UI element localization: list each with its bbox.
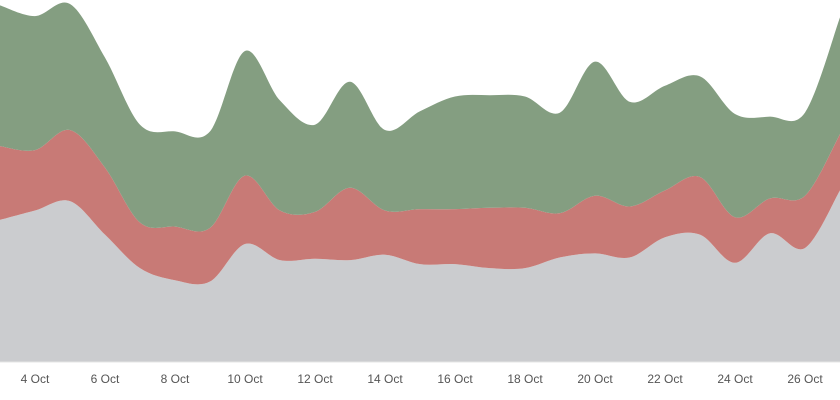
area-series-2 xyxy=(0,129,840,285)
x-tick-label: 24 Oct xyxy=(717,372,753,386)
x-tick-label: 12 Oct xyxy=(297,372,333,386)
x-tick-label: 16 Oct xyxy=(437,372,473,386)
x-tick-label: 6 Oct xyxy=(91,372,120,386)
x-tick-label: 8 Oct xyxy=(161,372,190,386)
x-tick-label: 20 Oct xyxy=(577,372,613,386)
x-tick-label: 4 Oct xyxy=(21,372,50,386)
x-axis-ticks: 4 Oct 6 Oct 8 Oct 10 Oct 12 Oct 14 Oct 16 Oct 1… xyxy=(21,372,824,386)
x-tick-label: 26 Oct xyxy=(787,372,823,386)
x-tick-label: 22 Oct xyxy=(647,372,683,386)
areas-layer xyxy=(0,2,840,362)
x-tick-label: 14 Oct xyxy=(367,372,403,386)
area-series-1 xyxy=(0,190,840,362)
area-series-3 xyxy=(0,2,840,232)
x-tick-label: 18 Oct xyxy=(507,372,543,386)
x-tick-label: 10 Oct xyxy=(227,372,263,386)
